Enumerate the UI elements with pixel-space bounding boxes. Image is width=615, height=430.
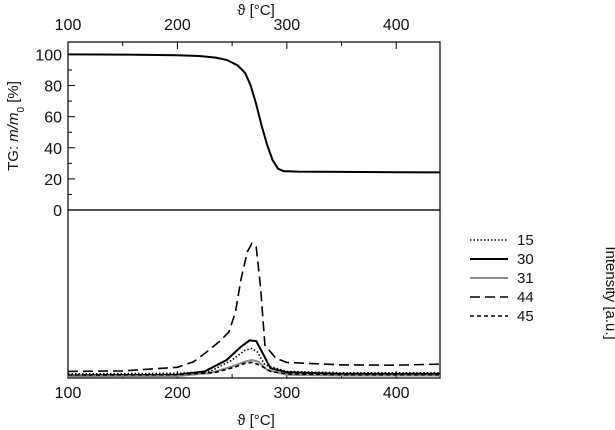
top-y-tick-label: 80 — [44, 79, 62, 96]
top-y-tick-label: 100 — [35, 47, 62, 64]
top-y-tick-label: 20 — [44, 172, 62, 189]
bottom-panel-frame — [67, 209, 441, 379]
top-x-tick-label: 200 — [164, 17, 191, 34]
bottom-y-axis-title: Intensity [a.u.] — [602, 246, 615, 339]
top-y-tick-label: 0 — [53, 203, 62, 220]
y-title-slash-m: /m — [5, 113, 22, 131]
top-y-tick-label: 60 — [44, 110, 62, 127]
top-x-axis-title: ϑ [°C] — [237, 2, 275, 19]
bottom-x-tick-label: 200 — [164, 385, 191, 402]
legend-label-30: 30 — [517, 251, 534, 268]
top-x-tick-label: 400 — [383, 17, 410, 34]
ms-curve-44 — [67, 242, 441, 373]
legend-label-31: 31 — [517, 270, 534, 287]
y-title-suffix: [%] — [5, 81, 22, 107]
top-y-axis-title: TG: m/m0 [%] — [5, 81, 27, 171]
y-title-sub: 0 — [16, 107, 27, 113]
y-title-prefix: TG: — [5, 142, 22, 171]
legend-label-44: 44 — [517, 289, 534, 306]
bottom-x-tick-label: 400 — [383, 385, 410, 402]
bottom-x-tick-label: 300 — [273, 385, 300, 402]
top-y-tick-label: 40 — [44, 141, 62, 158]
top-x-tick-label: 100 — [55, 17, 82, 34]
ms-curve-30 — [67, 339, 440, 377]
bottom-x-axis-title: ϑ [°C] — [237, 412, 275, 429]
tg-curve — [67, 53, 441, 174]
ms-curve-45 — [67, 361, 440, 376]
y-title-m: m — [5, 129, 22, 142]
legend-label-15: 15 — [517, 232, 534, 249]
top-x-tick-label: 300 — [273, 17, 300, 34]
bottom-x-tick-label: 100 — [55, 385, 82, 402]
top-panel-frame — [67, 41, 441, 211]
legend-label-45: 45 — [517, 308, 534, 325]
